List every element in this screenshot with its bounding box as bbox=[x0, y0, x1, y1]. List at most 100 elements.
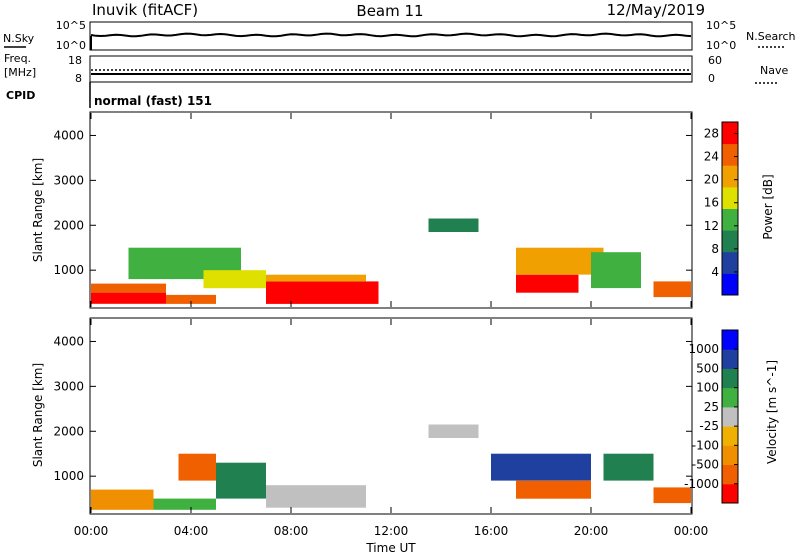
scatter-region-4 bbox=[266, 485, 366, 508]
nsearch-tick-top: 10^5 bbox=[706, 19, 736, 32]
cpid-label: CPID bbox=[6, 89, 35, 102]
colorbar-tick-label: -100 bbox=[692, 438, 719, 452]
y-tick-label: 1000 bbox=[53, 469, 84, 483]
x-tick-label: 20:00 bbox=[574, 524, 609, 538]
y-tick-label: 2000 bbox=[53, 218, 84, 232]
x-tick-label: 08:00 bbox=[274, 524, 309, 538]
colorbar-frame bbox=[721, 329, 739, 504]
y-tick-label: 4000 bbox=[53, 128, 84, 142]
y-tick-label: 3000 bbox=[53, 173, 84, 187]
y-tick-label: 2000 bbox=[53, 424, 84, 438]
colorbar-tick-label: 12 bbox=[704, 219, 719, 233]
date-title: 12/May/2019 bbox=[607, 1, 705, 19]
scatter-region-2 bbox=[178, 453, 216, 481]
colorbar-tick-label: -1000 bbox=[684, 477, 719, 491]
scatter-region-5 bbox=[428, 424, 479, 438]
velocity-y-axis-label: Slant Range [km] bbox=[31, 363, 45, 467]
colorbar-tick-label: 24 bbox=[704, 150, 719, 164]
y-tick-label: 4000 bbox=[53, 334, 84, 348]
colorbar-tick-label: 20 bbox=[704, 173, 719, 187]
nsky-tick-top: 10^5 bbox=[56, 19, 86, 32]
scatter-region-5 bbox=[266, 281, 379, 304]
colorbar-frame bbox=[721, 121, 739, 296]
colorbar-segment bbox=[722, 273, 738, 296]
colorbar-tick-label: 25 bbox=[704, 400, 719, 414]
colorbar-segment bbox=[722, 143, 738, 166]
scatter-region-7 bbox=[428, 218, 479, 232]
colorbar-segment bbox=[722, 349, 738, 369]
scatter-region-9 bbox=[653, 487, 691, 504]
colorbar-tick-label: -500 bbox=[692, 458, 719, 472]
colorbar-segment bbox=[722, 464, 738, 485]
freq-tick-bottom: 8 bbox=[75, 72, 82, 85]
x-tick-label: 16:00 bbox=[474, 524, 509, 538]
power-colorbar bbox=[721, 121, 739, 296]
power-colorbar-label: Power [dB] bbox=[761, 174, 775, 239]
colorbar-tick-label: 16 bbox=[704, 196, 719, 210]
scatter-region-8 bbox=[516, 274, 579, 293]
scatter-region-4 bbox=[203, 270, 266, 289]
y-tick-label: 1000 bbox=[53, 263, 84, 277]
scatter-region-0 bbox=[91, 489, 154, 510]
freq-label-1: Freq. bbox=[4, 52, 31, 65]
station-title: Inuvik (fitACF) bbox=[92, 1, 198, 19]
velocity-colorbar-ticks: 1000 500 100 25 -25 -100 -500 -1000 bbox=[684, 342, 738, 491]
colorbar-segment bbox=[722, 230, 738, 253]
x-tick-label: 12:00 bbox=[374, 524, 409, 538]
power-colorbar-ticks: 4 8 12 16 20 24 28 bbox=[704, 127, 738, 279]
scatter-region-8 bbox=[603, 453, 654, 481]
scatter-region-3 bbox=[216, 462, 266, 499]
velocity-colorbar bbox=[721, 329, 739, 504]
colorbar-tick-label: 500 bbox=[696, 361, 719, 375]
colorbar-segment bbox=[722, 387, 738, 408]
x-tick-label: 00:00 bbox=[74, 524, 109, 538]
scatter-region-10 bbox=[591, 252, 641, 289]
colorbar-segment bbox=[722, 483, 738, 504]
cpid-value: normal (fast) 151 bbox=[94, 94, 212, 108]
colorbar-tick-label: 28 bbox=[704, 127, 719, 141]
nave-label: Nave bbox=[760, 64, 788, 77]
scatter-region-9 bbox=[516, 247, 604, 275]
power-plot bbox=[91, 218, 691, 304]
colorbar-segment bbox=[722, 186, 738, 209]
colorbar-segment bbox=[722, 122, 738, 145]
y-tick-label: 3000 bbox=[53, 379, 84, 393]
colorbar-segment bbox=[722, 251, 738, 274]
colorbar-tick-label: 8 bbox=[711, 242, 719, 256]
colorbar-tick-label: 1000 bbox=[688, 342, 719, 356]
colorbar-segment bbox=[722, 368, 738, 389]
colorbar-tick-label: -25 bbox=[699, 419, 719, 433]
scatter-region-2 bbox=[166, 294, 216, 304]
x-tick-label: 00:00 bbox=[674, 524, 709, 538]
x-tick-label: 04:00 bbox=[174, 524, 209, 538]
velocity-colorbar-label: Velocity [m s^-1] bbox=[765, 360, 779, 464]
velocity-plot bbox=[91, 424, 691, 510]
velocity-y-axis: 1000 2000 3000 4000 bbox=[53, 334, 692, 483]
colorbar-segment bbox=[722, 330, 738, 350]
nsky-label: N.Sky bbox=[3, 32, 35, 45]
scatter-region-0 bbox=[91, 292, 166, 304]
scatter-region-6 bbox=[491, 453, 591, 481]
scatter-region-11 bbox=[653, 281, 691, 298]
scatter-region-7 bbox=[516, 480, 591, 499]
nave-tick-bottom: 0 bbox=[708, 72, 715, 85]
velocity-panel-frame bbox=[89, 317, 693, 515]
nsearch-label: N.Search bbox=[746, 30, 796, 43]
colorbar-segment bbox=[722, 165, 738, 188]
freq-tick-top: 18 bbox=[68, 54, 82, 67]
nsearch-tick-bottom: 10^0 bbox=[706, 39, 736, 52]
power-y-axis: 1000 2000 3000 4000 bbox=[53, 128, 692, 277]
beam-title: Beam 11 bbox=[356, 2, 423, 20]
colorbar-segment bbox=[722, 406, 738, 427]
scatter-region-1 bbox=[153, 498, 216, 510]
freq-label-2: [MHz] bbox=[4, 66, 36, 79]
colorbar-segment bbox=[722, 426, 738, 446]
scatter-region-1 bbox=[91, 283, 166, 293]
x-axis-label: Time UT bbox=[365, 541, 416, 554]
scatter-region-6 bbox=[266, 274, 366, 282]
x-axis: 00:00 04:00 08:00 12:00 16:00 20:00 00:00 bbox=[74, 113, 709, 538]
nsky-tick-bottom: 10^0 bbox=[56, 39, 86, 52]
colorbar-tick-label: 100 bbox=[696, 381, 719, 395]
power-panel-frame bbox=[89, 111, 693, 309]
